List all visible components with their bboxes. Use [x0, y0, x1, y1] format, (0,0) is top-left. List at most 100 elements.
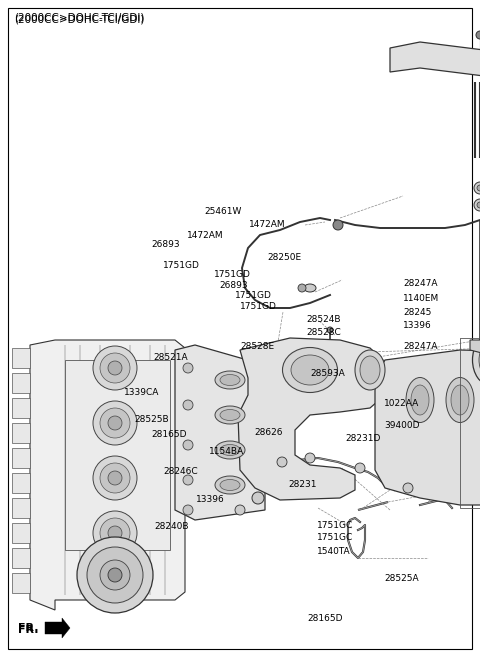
- Circle shape: [100, 353, 130, 383]
- Polygon shape: [12, 373, 30, 393]
- Polygon shape: [12, 398, 30, 418]
- Polygon shape: [12, 423, 30, 443]
- Text: 1751GC: 1751GC: [317, 533, 353, 542]
- Circle shape: [477, 202, 480, 208]
- Circle shape: [77, 537, 153, 613]
- Text: 28525A: 28525A: [384, 574, 419, 583]
- Polygon shape: [238, 338, 385, 500]
- Circle shape: [93, 346, 137, 390]
- Polygon shape: [12, 498, 30, 518]
- Polygon shape: [45, 618, 70, 638]
- Polygon shape: [175, 345, 265, 520]
- Text: 26893: 26893: [219, 281, 248, 290]
- Circle shape: [93, 456, 137, 500]
- Circle shape: [235, 505, 245, 515]
- Text: 1154BA: 1154BA: [209, 447, 244, 456]
- Text: 1751GD: 1751GD: [235, 291, 272, 300]
- Polygon shape: [65, 360, 170, 550]
- Text: 28528C: 28528C: [306, 328, 341, 337]
- Text: 28246C: 28246C: [163, 467, 198, 476]
- Text: 28524B: 28524B: [306, 315, 341, 324]
- Ellipse shape: [355, 350, 385, 390]
- Circle shape: [183, 400, 193, 410]
- Circle shape: [183, 363, 193, 373]
- Circle shape: [100, 463, 130, 493]
- Text: 28231D: 28231D: [346, 434, 381, 443]
- Circle shape: [252, 492, 264, 504]
- Text: 1751GD: 1751GD: [163, 261, 200, 270]
- Polygon shape: [375, 350, 480, 505]
- Ellipse shape: [215, 476, 245, 494]
- Ellipse shape: [215, 371, 245, 389]
- Ellipse shape: [220, 374, 240, 386]
- Circle shape: [474, 182, 480, 194]
- Polygon shape: [12, 348, 30, 368]
- Text: 28528E: 28528E: [240, 342, 274, 351]
- Text: 1140EM: 1140EM: [403, 294, 440, 303]
- Circle shape: [100, 408, 130, 438]
- Circle shape: [108, 568, 122, 582]
- Polygon shape: [12, 573, 30, 593]
- Ellipse shape: [360, 356, 380, 384]
- Text: 28245: 28245: [403, 308, 432, 317]
- Text: 28247A: 28247A: [403, 342, 438, 351]
- Circle shape: [277, 457, 287, 467]
- Polygon shape: [30, 340, 185, 610]
- Ellipse shape: [411, 385, 429, 415]
- Text: 1751GD: 1751GD: [214, 270, 251, 279]
- Circle shape: [476, 31, 480, 39]
- Text: 1472AM: 1472AM: [187, 231, 224, 240]
- Circle shape: [403, 483, 413, 493]
- Text: 1022AA: 1022AA: [384, 399, 419, 408]
- Text: 28593A: 28593A: [310, 369, 345, 378]
- Ellipse shape: [304, 284, 316, 292]
- Ellipse shape: [215, 406, 245, 424]
- Text: 28165D: 28165D: [151, 430, 187, 439]
- Circle shape: [183, 440, 193, 450]
- Circle shape: [87, 547, 143, 603]
- Text: 28525B: 28525B: [134, 415, 169, 424]
- Polygon shape: [470, 340, 480, 355]
- Ellipse shape: [283, 348, 337, 392]
- Circle shape: [183, 475, 193, 485]
- Circle shape: [108, 361, 122, 375]
- Ellipse shape: [479, 342, 480, 378]
- Polygon shape: [12, 448, 30, 468]
- Circle shape: [327, 327, 333, 333]
- Ellipse shape: [451, 385, 469, 415]
- Circle shape: [93, 401, 137, 445]
- Ellipse shape: [220, 480, 240, 491]
- Text: 39400D: 39400D: [384, 421, 420, 430]
- Text: 25461W: 25461W: [204, 207, 242, 216]
- Polygon shape: [12, 473, 30, 493]
- Circle shape: [108, 526, 122, 540]
- Polygon shape: [12, 548, 30, 568]
- Text: 1339CA: 1339CA: [124, 388, 159, 397]
- Text: (2000CC>DOHC-TCI/GDI): (2000CC>DOHC-TCI/GDI): [14, 12, 144, 22]
- Text: 28240B: 28240B: [155, 522, 189, 532]
- Circle shape: [305, 453, 315, 463]
- Circle shape: [108, 416, 122, 430]
- Text: 28247A: 28247A: [403, 279, 438, 288]
- Ellipse shape: [215, 441, 245, 459]
- Text: 1540TA: 1540TA: [317, 547, 350, 556]
- Circle shape: [100, 560, 130, 590]
- Text: 28521A: 28521A: [154, 353, 188, 362]
- Ellipse shape: [291, 355, 329, 385]
- Ellipse shape: [472, 335, 480, 385]
- Circle shape: [108, 471, 122, 485]
- Ellipse shape: [220, 409, 240, 420]
- Text: (2000CC>DOHC-TCI/GDI): (2000CC>DOHC-TCI/GDI): [14, 14, 144, 24]
- Ellipse shape: [446, 378, 474, 422]
- Text: FR.: FR.: [18, 625, 38, 635]
- Circle shape: [100, 518, 130, 548]
- Text: 28231: 28231: [288, 480, 316, 489]
- Polygon shape: [12, 523, 30, 543]
- Circle shape: [474, 199, 480, 211]
- Circle shape: [477, 185, 480, 191]
- Ellipse shape: [220, 445, 240, 455]
- Text: 13396: 13396: [196, 495, 225, 504]
- Text: 1751GD: 1751GD: [240, 302, 277, 311]
- Circle shape: [333, 220, 343, 230]
- Text: 1472AM: 1472AM: [249, 220, 285, 229]
